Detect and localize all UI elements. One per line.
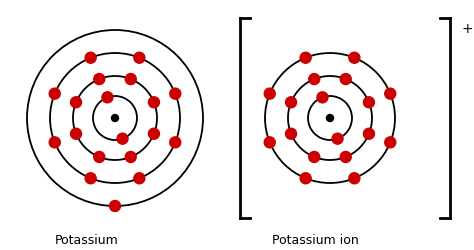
Circle shape <box>264 137 275 148</box>
Circle shape <box>111 114 118 121</box>
Circle shape <box>125 74 136 85</box>
Circle shape <box>102 92 113 103</box>
Circle shape <box>134 173 145 184</box>
Circle shape <box>71 97 82 108</box>
Circle shape <box>340 152 351 162</box>
Text: Potassium: Potassium <box>55 234 119 247</box>
Circle shape <box>309 152 320 162</box>
Circle shape <box>49 88 60 99</box>
Circle shape <box>327 114 334 121</box>
Circle shape <box>385 137 396 148</box>
Circle shape <box>85 52 96 63</box>
Circle shape <box>285 128 297 139</box>
Circle shape <box>94 74 105 85</box>
Circle shape <box>264 88 275 99</box>
Circle shape <box>148 128 159 139</box>
Circle shape <box>300 52 311 63</box>
Circle shape <box>125 152 136 162</box>
Circle shape <box>385 88 396 99</box>
Circle shape <box>332 133 343 144</box>
Circle shape <box>117 133 128 144</box>
Circle shape <box>285 97 297 108</box>
Circle shape <box>71 128 82 139</box>
Circle shape <box>170 137 181 148</box>
Circle shape <box>109 200 120 211</box>
Circle shape <box>349 173 360 184</box>
Text: +: + <box>462 22 474 36</box>
Circle shape <box>85 173 96 184</box>
Circle shape <box>49 137 60 148</box>
Circle shape <box>134 52 145 63</box>
Circle shape <box>148 97 159 108</box>
Circle shape <box>170 88 181 99</box>
Circle shape <box>340 74 351 85</box>
Circle shape <box>300 173 311 184</box>
Circle shape <box>309 74 320 85</box>
Circle shape <box>94 152 105 162</box>
Circle shape <box>349 52 360 63</box>
Circle shape <box>364 128 374 139</box>
Circle shape <box>364 97 374 108</box>
Text: Potassium ion: Potassium ion <box>272 234 359 247</box>
Circle shape <box>317 92 328 103</box>
